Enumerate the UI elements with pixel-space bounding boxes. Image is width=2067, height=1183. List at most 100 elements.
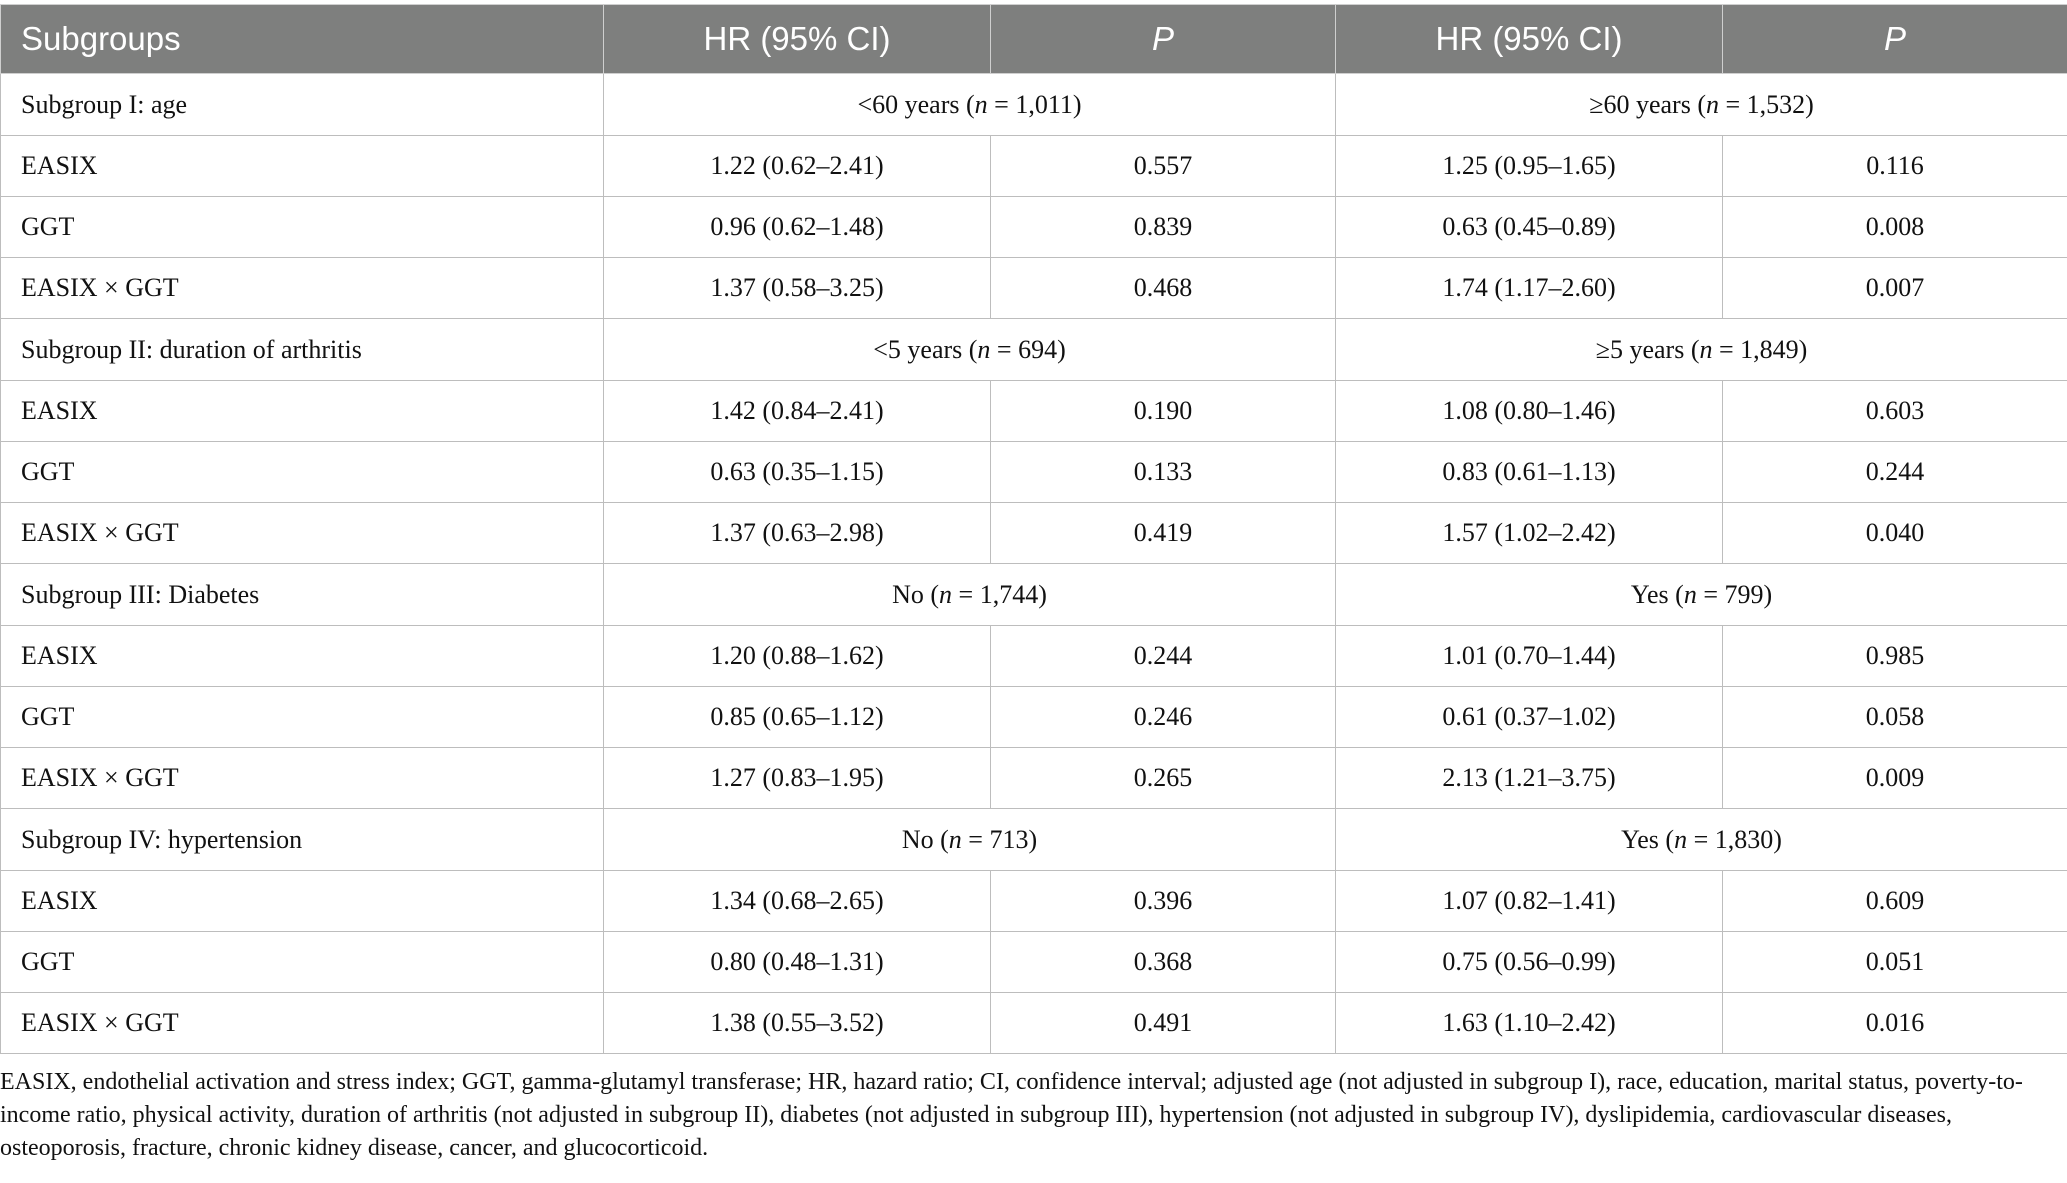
hr-left-cell: 1.37 (0.63–2.98) xyxy=(603,502,991,564)
subgroup-left-category: No (n = 713) xyxy=(603,808,1336,871)
table-row: EASIX 1.20 (0.88–1.62) 0.244 1.01 (0.70–1.4… xyxy=(0,625,2067,687)
category-prefix: <60 years ( xyxy=(857,89,975,119)
row-label: EASIX xyxy=(0,380,604,442)
subgroup-left-category: <60 years (n = 1,011) xyxy=(603,73,1336,136)
hr-left-cell: 0.85 (0.65–1.12) xyxy=(603,686,991,748)
category-suffix: = 1,849) xyxy=(1712,334,1808,364)
hr-left-cell: 0.63 (0.35–1.15) xyxy=(603,441,991,503)
table-row: EASIX × GGT 1.37 (0.58–3.25) 0.468 1.74 (1.… xyxy=(0,257,2067,319)
category-suffix: = 713) xyxy=(961,824,1038,854)
header-hr-left: HR (95% CI) xyxy=(603,4,991,74)
hr-right-cell: 1.74 (1.17–2.60) xyxy=(1335,257,1723,319)
header-p-left: P xyxy=(990,4,1336,74)
table-row: EASIX 1.42 (0.84–2.41) 0.190 1.08 (0.80–1.4… xyxy=(0,380,2067,442)
category-prefix: No ( xyxy=(901,824,949,854)
p-right-cell: 0.008 xyxy=(1722,196,2067,258)
subgroup-left-category: <5 years (n = 694) xyxy=(603,318,1336,381)
category-suffix: = 1,830) xyxy=(1687,824,1782,854)
hr-right-cell: 2.13 (1.21–3.75) xyxy=(1335,747,1723,809)
row-label: EASIX × GGT xyxy=(0,747,604,809)
p-right-cell: 0.040 xyxy=(1722,502,2067,564)
hr-left-cell: 1.20 (0.88–1.62) xyxy=(603,625,991,687)
table-row: GGT 0.85 (0.65–1.12) 0.246 0.61 (0.37–1.02)… xyxy=(0,686,2067,748)
p-right-cell: 0.116 xyxy=(1722,135,2067,197)
p-left-cell: 0.190 xyxy=(990,380,1336,442)
hr-right-cell: 0.63 (0.45–0.89) xyxy=(1335,196,1723,258)
table-row: GGT 0.80 (0.48–1.31) 0.368 0.75 (0.56–0.99)… xyxy=(0,931,2067,993)
subgroup-label: Subgroup III: Diabetes xyxy=(0,563,604,626)
results-table: Subgroups HR (95% CI) P HR (95% CI) P Su… xyxy=(0,4,2067,1054)
table-row: GGT 0.63 (0.35–1.15) 0.133 0.83 (0.61–1.13)… xyxy=(0,441,2067,503)
p-right-cell: 0.009 xyxy=(1722,747,2067,809)
subgroup-right-category: Yes (n = 799) xyxy=(1335,563,2067,626)
table-row: EASIX 1.22 (0.62–2.41) 0.557 1.25 (0.95–1.6… xyxy=(0,135,2067,197)
hr-right-cell: 1.08 (0.80–1.46) xyxy=(1335,380,1723,442)
p-left-cell: 0.265 xyxy=(990,747,1336,809)
category-n-label: n xyxy=(977,334,991,364)
hr-left-cell: 1.38 (0.55–3.52) xyxy=(603,992,991,1054)
subgroup-label: Subgroup I: age xyxy=(0,73,604,136)
header-p-right: P xyxy=(1722,4,2067,74)
table-row: EASIX 1.34 (0.68–2.65) 0.396 1.07 (0.82–1.4… xyxy=(0,870,2067,932)
category-n-label: n xyxy=(948,824,962,854)
category-suffix: = 694) xyxy=(990,334,1066,364)
category-n-label: n xyxy=(1705,89,1719,119)
p-left-cell: 0.396 xyxy=(990,870,1336,932)
table-footnote: EASIX, endothelial activation and stress… xyxy=(0,1069,2023,1161)
table-row: EASIX × GGT 1.38 (0.55–3.52) 0.491 1.63 (1.… xyxy=(0,992,2067,1054)
category-prefix: Yes ( xyxy=(1630,579,1684,609)
hr-right-cell: 1.25 (0.95–1.65) xyxy=(1335,135,1723,197)
subgroup-row: Subgroup II: duration of arthritis <5 yea… xyxy=(0,318,2067,381)
p-left-cell: 0.368 xyxy=(990,931,1336,993)
subgroup-label: Subgroup IV: hypertension xyxy=(0,808,604,871)
hr-right-cell: 1.07 (0.82–1.41) xyxy=(1335,870,1723,932)
hr-right-cell: 0.83 (0.61–1.13) xyxy=(1335,441,1723,503)
table-container: Subgroups HR (95% CI) P HR (95% CI) P Su… xyxy=(0,4,2067,1054)
row-label: EASIX × GGT xyxy=(0,502,604,564)
subgroup-row: Subgroup IV: hypertension No (n = 713) Yes… xyxy=(0,808,2067,871)
p-left-cell: 0.419 xyxy=(990,502,1336,564)
subgroup-left-category: No (n = 1,744) xyxy=(603,563,1336,626)
category-n-label: n xyxy=(974,89,988,119)
category-n-label: n xyxy=(939,579,953,609)
category-prefix: ≥60 years ( xyxy=(1589,89,1706,119)
hr-right-cell: 1.01 (0.70–1.44) xyxy=(1335,625,1723,687)
p-left-cell: 0.246 xyxy=(990,686,1336,748)
p-left-cell: 0.491 xyxy=(990,992,1336,1054)
table-row: GGT 0.96 (0.62–1.48) 0.839 0.63 (0.45–0.89)… xyxy=(0,196,2067,258)
subgroup-right-category: Yes (n = 1,830) xyxy=(1335,808,2067,871)
hr-left-cell: 1.42 (0.84–2.41) xyxy=(603,380,991,442)
row-label: EASIX × GGT xyxy=(0,257,604,319)
table-row: EASIX × GGT 1.37 (0.63–2.98) 0.419 1.57 (1.… xyxy=(0,502,2067,564)
row-label: GGT xyxy=(0,686,604,748)
hr-right-cell: 1.63 (1.10–2.42) xyxy=(1335,992,1723,1054)
p-right-cell: 0.985 xyxy=(1722,625,2067,687)
category-n-label: n xyxy=(1674,824,1688,854)
hr-right-cell: 0.75 (0.56–0.99) xyxy=(1335,931,1723,993)
p-right-cell: 0.244 xyxy=(1722,441,2067,503)
hr-left-cell: 1.27 (0.83–1.95) xyxy=(603,747,991,809)
hr-left-cell: 1.37 (0.58–3.25) xyxy=(603,257,991,319)
p-right-cell: 0.051 xyxy=(1722,931,2067,993)
category-suffix: = 1,532) xyxy=(1718,89,1814,119)
row-label: GGT xyxy=(0,931,604,993)
category-suffix: = 1,744) xyxy=(952,579,1047,609)
category-suffix: = 799) xyxy=(1696,579,1773,609)
subgroup-row: Subgroup III: Diabetes No (n = 1,744) Yes … xyxy=(0,563,2067,626)
row-label: EASIX xyxy=(0,625,604,687)
row-label: EASIX xyxy=(0,135,604,197)
subgroup-label: Subgroup II: duration of arthritis xyxy=(0,318,604,381)
header-hr-right: HR (95% CI) xyxy=(1335,4,1723,74)
header-subgroups: Subgroups xyxy=(0,4,604,74)
p-right-cell: 0.007 xyxy=(1722,257,2067,319)
category-suffix: = 1,011) xyxy=(987,89,1082,119)
p-right-cell: 0.609 xyxy=(1722,870,2067,932)
hr-left-cell: 0.96 (0.62–1.48) xyxy=(603,196,991,258)
table-header-row: Subgroups HR (95% CI) P HR (95% CI) P xyxy=(0,4,2067,74)
p-right-cell: 0.058 xyxy=(1722,686,2067,748)
p-right-cell: 0.603 xyxy=(1722,380,2067,442)
row-label: GGT xyxy=(0,196,604,258)
row-label: EASIX × GGT xyxy=(0,992,604,1054)
category-prefix: No ( xyxy=(892,579,940,609)
subgroup-right-category: ≥60 years (n = 1,532) xyxy=(1335,73,2067,136)
